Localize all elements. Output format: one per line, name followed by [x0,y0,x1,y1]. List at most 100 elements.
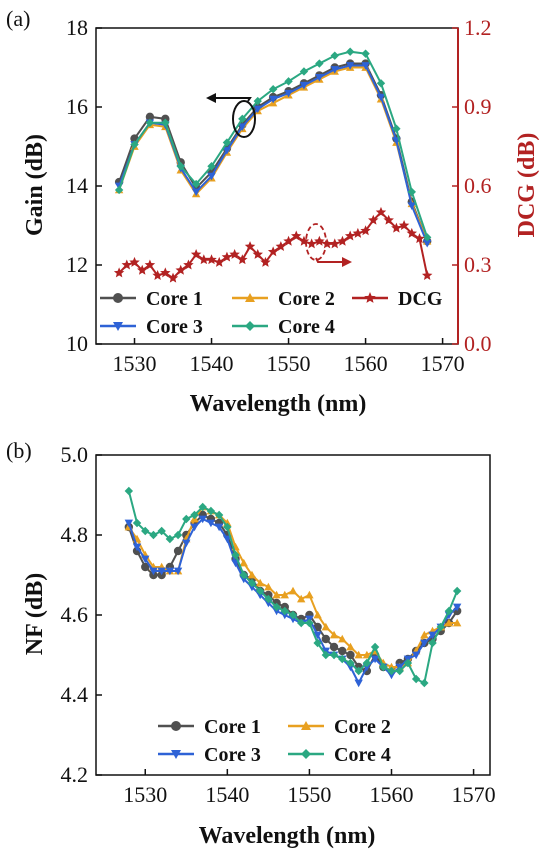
chart-a: 1530 1540 1550 1560 1570 10 12 14 16 18 0.0 0.3 0.6 0… [66,15,492,376]
data-point [198,502,207,512]
data-point [329,650,339,660]
data-point [428,631,437,640]
data-point [272,607,281,616]
panel-label-a: (a) [6,6,30,31]
data-point [354,666,363,676]
data-point [313,638,322,648]
data-point [207,162,216,171]
chart-a-x-tick-label: 1540 [190,351,234,376]
data-point [346,658,355,668]
data-point [145,118,155,127]
data-point [354,679,363,688]
data-point [247,570,257,579]
data-point [288,586,298,595]
legend-marker [171,750,181,759]
data-point [124,519,134,528]
data-point [191,188,201,197]
data-point [238,123,247,131]
data-point [321,622,331,631]
data-point [124,486,134,496]
data-point [237,254,248,265]
data-point [198,254,210,265]
data-point [414,233,425,244]
data-point [275,241,287,252]
chart-b-x-tick-label: 1550 [287,782,331,807]
data-point [361,62,370,70]
panel-label-b: (b) [6,438,32,463]
data-point [411,674,421,684]
data-point [407,187,416,197]
data-point [291,230,302,241]
chart-a-y-tick-label: 16 [66,94,88,119]
data-point [239,558,248,567]
data-point [345,62,355,70]
chart-b-series-core-4 [124,486,462,688]
data-point [387,671,396,680]
data-point [252,248,263,259]
data-point [321,650,331,660]
data-point [190,510,199,520]
data-point [231,550,240,560]
data-point [387,662,396,671]
data-point [299,81,309,90]
legend-marker [364,292,376,303]
legend-label: Core 3 [204,744,261,766]
gain-annotation-arrowhead [206,93,216,103]
data-point [191,179,201,189]
data-point [253,96,262,106]
legend-label: Core 3 [146,316,203,338]
data-point [149,530,158,540]
data-point [352,227,364,238]
data-point [288,610,298,620]
data-point [306,238,317,249]
data-point [370,655,380,664]
data-point [398,220,410,230]
data-point [392,124,401,133]
legend-label: Core 1 [204,716,261,738]
data-point [391,222,402,233]
data-point [344,230,356,241]
data-point [267,246,279,257]
data-point [176,162,185,171]
data-point [280,611,289,620]
data-point [422,233,432,242]
data-point [141,526,150,536]
legend-marker [245,321,255,331]
chart-a-series-dcg [113,206,433,283]
data-point [428,638,437,648]
legend-marker [113,293,123,303]
chart-a-y2-tick-label: 0.3 [464,252,492,277]
data-point [175,264,186,275]
chart-a-y2-axis-label: DCG (dB) [514,133,540,238]
data-point [361,49,370,58]
chart-a-y2-tick-label: 0.6 [464,173,492,198]
data-point [313,631,322,640]
data-point [284,89,293,98]
data-point [173,530,183,540]
data-point [114,185,124,195]
data-point [272,602,281,612]
data-point [255,578,265,587]
data-point [329,238,340,249]
chart-a-y2-tick-label: 0.9 [464,94,492,119]
gain-annotation-arrow [214,97,252,102]
data-point [144,259,156,270]
data-point [129,256,140,267]
legend-label: Core 1 [146,288,203,310]
chart-b-y-tick-label: 4.2 [61,762,89,787]
data-point [182,514,191,524]
data-point [368,214,379,225]
data-point [264,594,273,604]
data-point [321,238,333,249]
data-point [238,114,247,124]
data-point [362,658,372,668]
data-point [280,590,289,599]
chart-a-y-tick-label: 10 [66,331,88,356]
dcg-annotation-arrowhead [342,257,352,267]
chart-b-y-tick-label: 4.8 [61,522,89,547]
data-point [346,642,355,651]
chart-b: 1530 1540 1550 1560 1570 4.2 4.4 4.6 4.8 5.0 Core … [61,442,496,807]
data-point [421,270,433,280]
chart-a-y-tick-label: 18 [66,15,88,40]
chart-b-y-axis-label: NF (dB) [22,573,48,655]
